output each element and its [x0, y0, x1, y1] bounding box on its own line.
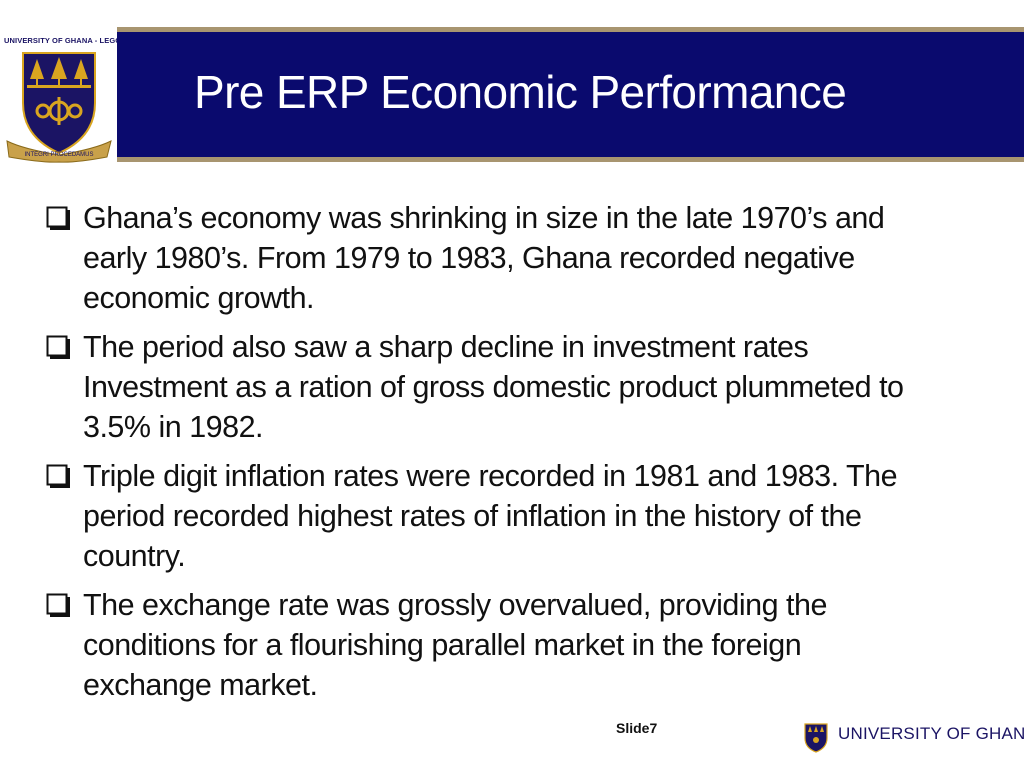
- checkbox-bullet-icon: [46, 335, 70, 359]
- bullet-text: The period also saw a sharp decline in i…: [83, 330, 904, 444]
- bullet-item: The period also saw a sharp decline in i…: [46, 327, 926, 447]
- checkbox-bullet-icon: [46, 593, 70, 617]
- bullet-item: Triple digit inflation rates were record…: [46, 456, 926, 576]
- university-crest-logo: INTEGRI PROCEDAMUS: [6, 52, 112, 163]
- crest-caption: UNIVERSITY OF GHANA - LEGON: [4, 36, 127, 45]
- title-bar: Pre ERP Economic Performance: [117, 27, 1024, 162]
- footer-university-name: UNIVERSITY OF GHANA: [838, 724, 1024, 743]
- bullet-text: The exchange rate was grossly overvalued…: [83, 588, 827, 702]
- bullet-text: Triple digit inflation rates were record…: [83, 459, 898, 573]
- university-footer-logo: [804, 723, 828, 753]
- bullet-text: Ghana’s economy was shrinking in size in…: [83, 201, 885, 315]
- slide-number: Slide7: [616, 720, 658, 736]
- bullet-item: Ghana’s economy was shrinking in size in…: [46, 198, 926, 318]
- checkbox-bullet-icon: [46, 206, 70, 230]
- checkbox-bullet-icon: [46, 464, 70, 488]
- crest-panel: UNIVERSITY OF GHANA - LEGON INTEGRI PROC…: [0, 27, 127, 163]
- crest-motto: INTEGRI PROCEDAMUS: [24, 152, 93, 158]
- slide-title: Pre ERP Economic Performance: [194, 66, 847, 118]
- bullet-list: Ghana’s economy was shrinking in size in…: [46, 198, 926, 714]
- bullet-item: The exchange rate was grossly overvalued…: [46, 585, 926, 705]
